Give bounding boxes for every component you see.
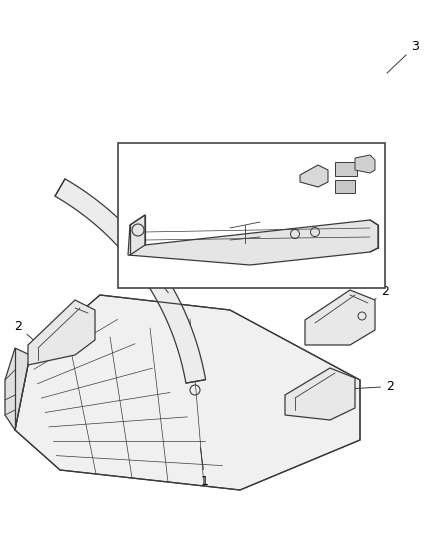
Polygon shape: [55, 179, 205, 383]
Polygon shape: [5, 348, 30, 430]
Polygon shape: [28, 300, 95, 365]
Polygon shape: [285, 368, 355, 420]
Bar: [335, 180, 355, 193]
Polygon shape: [355, 155, 375, 173]
Polygon shape: [15, 295, 360, 490]
Text: 2: 2: [357, 285, 389, 313]
Text: 2: 2: [14, 320, 43, 348]
Polygon shape: [300, 165, 328, 187]
Text: 6: 6: [144, 260, 168, 293]
Bar: [118, 143, 385, 288]
Text: 4: 4: [286, 142, 328, 168]
Polygon shape: [134, 266, 164, 268]
Text: 3: 3: [387, 40, 419, 73]
Polygon shape: [305, 290, 375, 345]
Text: 5: 5: [148, 165, 198, 233]
Polygon shape: [128, 215, 378, 265]
Bar: [335, 162, 357, 176]
Text: 1: 1: [200, 448, 209, 488]
Text: 2: 2: [333, 380, 394, 393]
